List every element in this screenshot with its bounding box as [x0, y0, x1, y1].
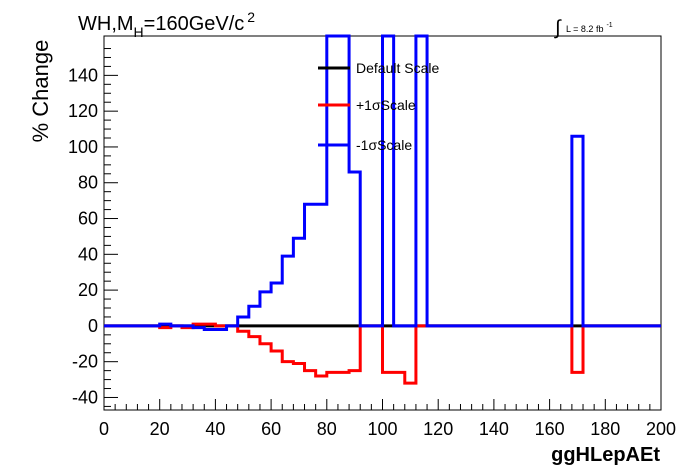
x-tick-label: 200 — [646, 419, 676, 439]
y-tick-label: 60 — [78, 209, 98, 229]
x-tick-label: 100 — [367, 419, 397, 439]
x-tick-label: 160 — [535, 419, 565, 439]
title-superscript: 2 — [247, 9, 255, 25]
series-line-2 — [104, 34, 661, 331]
svg-text:L = 8.2 fb-1: L = 8.2 fb -1 — [566, 22, 613, 34]
chart-title: WH,MH=160GeV/c 2 — [78, 9, 255, 40]
title-main: WH,M — [78, 13, 134, 35]
x-tick-label: 0 — [99, 419, 109, 439]
y-axis-label: % Change — [28, 40, 53, 143]
x-tick-label: 80 — [317, 419, 337, 439]
x-tick-label: 180 — [590, 419, 620, 439]
svg-text:WH,MH=160GeV/c2: WH,MH=160GeV/c 2 — [78, 9, 255, 40]
axis-ticks: 0 20 40 60 80 100 120 140 160 180 200 -40 -20 0 20 40 60… — [68, 48, 676, 439]
y-tick-label: -40 — [72, 387, 98, 407]
x-tick-label: 120 — [423, 419, 453, 439]
luminosity-text: L = 8.2 fb — [566, 24, 603, 34]
x-tick-label: 60 — [261, 419, 281, 439]
legend-label: Default Scale — [356, 60, 439, 76]
y-tick-label: 80 — [78, 173, 98, 193]
y-tick-label: -20 — [72, 352, 98, 372]
legend: Default Scale +1σScale -1σScale — [318, 60, 439, 153]
title-subscript: H — [134, 24, 144, 40]
integral-symbol: ∫ — [554, 17, 562, 39]
y-tick-label: 40 — [78, 244, 98, 264]
x-tick-label: 20 — [150, 419, 170, 439]
x-axis-label: ggHLepAEt — [551, 444, 660, 466]
y-tick-label: 120 — [68, 101, 98, 121]
series-line-1 — [104, 322, 661, 385]
y-tick-label: 0 — [88, 316, 98, 336]
y-tick-label: 140 — [68, 65, 98, 85]
luminosity-superscript: -1 — [606, 22, 612, 29]
x-tick-label: 40 — [205, 419, 225, 439]
legend-label: +1σScale — [356, 97, 416, 113]
y-tick-label: 20 — [78, 280, 98, 300]
data-series — [104, 34, 661, 385]
y-tick-label: 100 — [68, 137, 98, 157]
x-tick-label: 140 — [479, 419, 509, 439]
luminosity-label: ∫ L = 8.2 fb -1 — [554, 17, 613, 39]
title-rest: =160GeV/c — [144, 13, 245, 35]
legend-label: -1σScale — [356, 137, 412, 153]
